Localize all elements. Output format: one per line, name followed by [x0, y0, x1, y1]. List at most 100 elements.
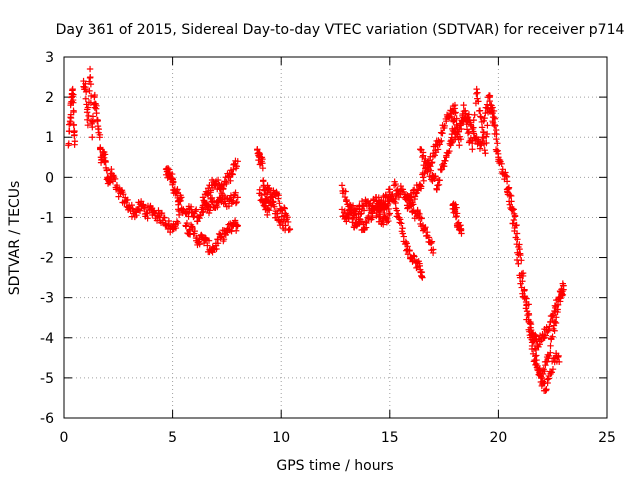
data-point: [84, 121, 92, 129]
data-point-fill: [545, 352, 553, 360]
data-point-fill: [379, 221, 387, 228]
data-point-fill: [508, 192, 515, 200]
data-point-fill: [449, 117, 457, 125]
data-point-fill: [546, 323, 553, 330]
data-point-fill: [281, 205, 288, 212]
data-point-fill: [434, 146, 442, 153]
data-point-fill: [476, 107, 484, 114]
data-point-fill: [537, 370, 544, 378]
data-point: [464, 113, 472, 121]
data-point-fill: [196, 236, 203, 243]
data-point-fill: [542, 361, 549, 369]
data-point-fill: [446, 147, 453, 155]
data-point-fill: [260, 178, 267, 185]
data-point: [93, 109, 100, 117]
data-point-fill: [232, 189, 239, 196]
data-point-fill: [348, 203, 355, 211]
data-point-fill: [341, 207, 349, 215]
data-point-fill: [71, 128, 78, 135]
data-point-fill: [392, 199, 399, 207]
data-point: [417, 182, 424, 189]
data-point: [451, 101, 459, 109]
data-point-fill: [480, 117, 487, 125]
data-point-fill: [542, 387, 549, 394]
data-point-fill: [206, 207, 214, 214]
x-tick-label: 15: [381, 430, 399, 446]
y-tick-label: -6: [40, 411, 54, 427]
data-point: [473, 85, 480, 93]
data-point-fill: [182, 223, 190, 230]
data-point-fill: [404, 243, 411, 250]
data-point-fill: [363, 219, 370, 227]
data-point-fill: [545, 327, 552, 334]
data-point-fill: [422, 224, 429, 231]
data-point: [234, 194, 241, 201]
data-point: [338, 206, 346, 213]
data-point-fill: [103, 167, 111, 174]
data-point-fill: [406, 247, 413, 255]
data-point: [508, 198, 515, 205]
data-point-fill: [360, 207, 368, 214]
plot-area-frame: [63, 56, 608, 419]
data-point: [456, 142, 463, 149]
data-point-fill: [140, 205, 148, 213]
data-point-fill: [205, 237, 213, 244]
data-point-fill: [280, 217, 288, 225]
data-point-fill: [480, 129, 487, 136]
data-point-fill: [418, 215, 425, 222]
data-point: [399, 230, 407, 237]
data-point-fill: [414, 186, 422, 193]
data-point-fill: [172, 224, 180, 232]
data-point-fill: [441, 163, 448, 170]
data-point: [521, 286, 528, 293]
data-point-fill: [229, 171, 236, 178]
data-point-fill: [491, 115, 499, 122]
data-point-fill: [409, 199, 416, 206]
data-point-fill: [483, 139, 490, 147]
data-point-fill: [484, 105, 492, 113]
data-point-fill: [97, 145, 104, 152]
data-point-fill: [232, 227, 240, 234]
data-point: [417, 214, 424, 221]
grid: [64, 57, 607, 418]
data-point-fill: [416, 210, 423, 218]
x-tick-label: 25: [598, 430, 616, 446]
data-point-fill: [507, 191, 514, 199]
data-point-fill: [475, 98, 482, 105]
data-point-fill: [191, 227, 198, 235]
data-point-fill: [158, 209, 166, 217]
data-point-fill: [474, 95, 481, 102]
data-point-fill: [349, 215, 356, 223]
data-point-fill: [423, 229, 431, 236]
data-point-fill: [275, 192, 282, 199]
data-point-fill: [84, 104, 92, 111]
data-point-fill: [442, 157, 449, 165]
data-point-fill: [493, 130, 500, 138]
data-point: [482, 109, 489, 117]
data-point-fill: [549, 333, 556, 340]
data-point-fill: [264, 211, 271, 219]
data-point: [477, 113, 485, 121]
data-point-fill: [265, 184, 273, 192]
data-point-fill: [453, 204, 460, 211]
data-point-fill: [93, 102, 100, 110]
data-point: [70, 121, 77, 129]
data-point-fill: [414, 209, 422, 217]
data-point-fill: [517, 251, 524, 259]
data-point-fill: [161, 214, 168, 221]
data-point-fill: [502, 172, 510, 180]
y-tick-label: 0: [45, 170, 54, 186]
data-point-fill: [427, 167, 435, 174]
data-point-fill: [342, 188, 349, 195]
data-point-fill: [274, 210, 281, 217]
data-point: [386, 186, 393, 193]
data-point: [495, 154, 502, 161]
data-point: [443, 117, 450, 125]
data-point-fill: [484, 104, 491, 112]
data-point-fill: [465, 111, 473, 118]
data-point-fill: [523, 295, 530, 302]
data-point-fill: [227, 177, 234, 185]
data-point-fill: [555, 352, 562, 360]
data-point-fill: [393, 207, 401, 214]
data-point-fill: [457, 135, 465, 143]
